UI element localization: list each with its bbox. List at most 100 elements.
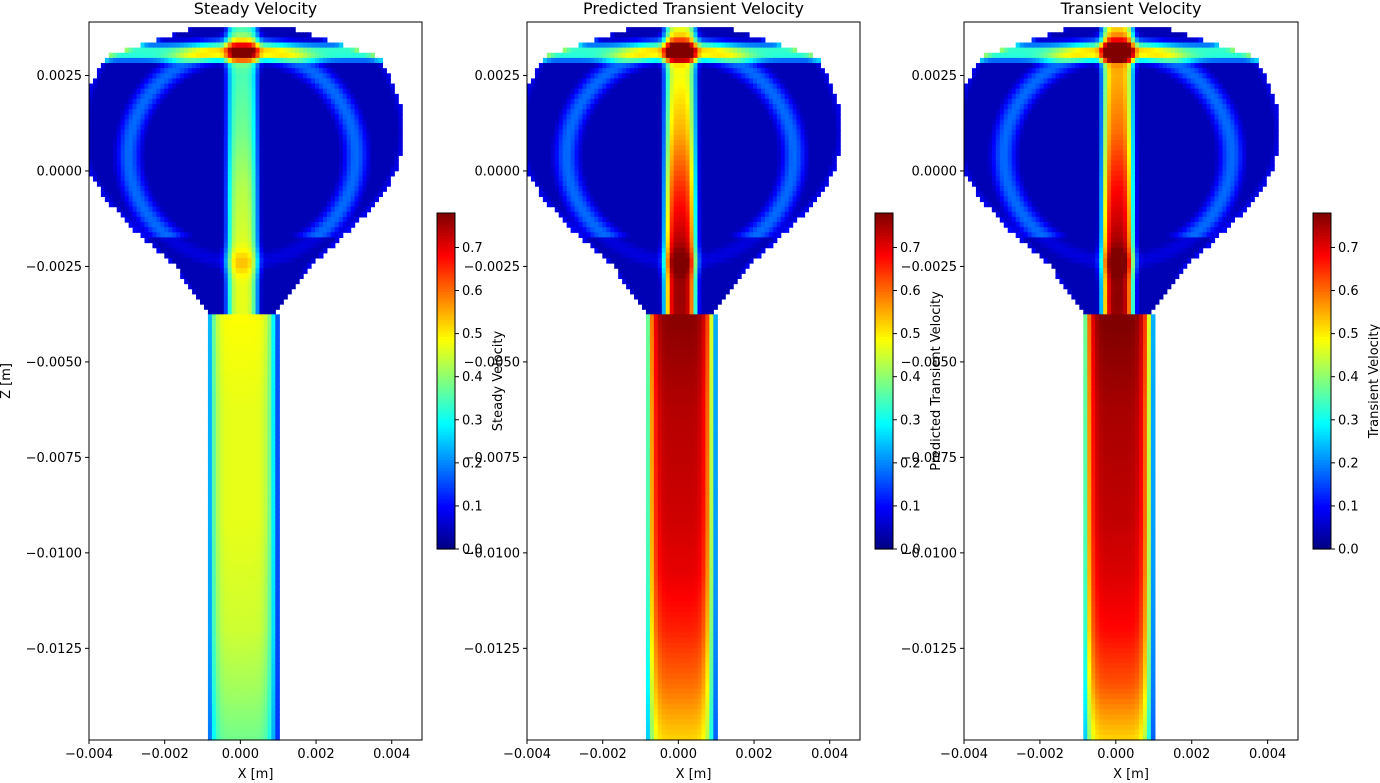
heatmap-cell (299, 170, 304, 177)
heatmap-cell (116, 93, 122, 100)
heatmap-cell (247, 196, 253, 203)
heatmap-cell (275, 704, 280, 710)
heatmap-cell (168, 78, 173, 85)
heatmap-cell (299, 78, 304, 85)
heatmap-cell (697, 27, 703, 33)
heatmap-cell (307, 129, 312, 136)
heatmap-cell (271, 242, 276, 249)
heatmap-cell (188, 37, 193, 44)
heatmap-cell (358, 206, 364, 213)
heatmap-cell (227, 104, 233, 110)
heatmap-cell (334, 232, 340, 238)
heatmap-cell (366, 88, 372, 95)
heatmap-cell (207, 319, 213, 326)
heatmap-cell (156, 129, 161, 136)
heatmap-cell (255, 442, 261, 449)
heatmap-cell (188, 119, 193, 126)
heatmap-cell (140, 124, 146, 131)
heatmap-cell (108, 175, 114, 182)
heatmap-cell (251, 175, 257, 182)
heatmap-cell (239, 714, 245, 721)
heatmap-cell (259, 452, 265, 459)
heatmap-cell (231, 283, 237, 290)
heatmap-cell (152, 237, 157, 244)
heatmap-cell (311, 109, 316, 115)
heatmap-cell (307, 155, 312, 162)
heatmap-cell (283, 242, 288, 249)
heatmap-cell (382, 78, 387, 85)
heatmap-cell (259, 309, 265, 315)
heatmap-cell (314, 134, 320, 141)
heatmap-cell (247, 401, 253, 408)
heatmap-cell (247, 514, 253, 521)
heatmap-cell (267, 673, 272, 680)
heatmap-cell (168, 37, 173, 44)
heatmap-cell (207, 642, 213, 649)
heatmap-cell (140, 63, 146, 69)
heatmap-cell (247, 237, 253, 244)
heatmap-cell (307, 232, 312, 238)
heatmap-cell (370, 68, 376, 74)
heatmap-cell (295, 88, 300, 95)
heatmap-cell (96, 73, 102, 80)
heatmap-cell (227, 463, 233, 469)
heatmap-cell (215, 119, 221, 126)
heatmap-cell (307, 78, 312, 85)
heatmap-cell (362, 139, 368, 146)
heatmap-cell (255, 545, 261, 551)
heatmap-cell (231, 463, 237, 469)
heatmap-cell (342, 88, 348, 95)
heatmap-cell (180, 186, 185, 192)
heatmap-cell (247, 570, 253, 577)
heatmap-cell (239, 555, 245, 562)
heatmap-cell (271, 427, 276, 433)
heatmap-cell (318, 222, 324, 228)
heatmap-cell (318, 160, 324, 167)
heatmap-cell (307, 263, 312, 269)
heatmap-cell (215, 678, 221, 685)
heatmap-cell (207, 329, 213, 336)
heatmap-cell (259, 27, 265, 33)
heatmap-cell (136, 73, 142, 80)
heatmap-cell (108, 160, 114, 167)
heatmap-cell (223, 601, 229, 608)
heatmap-cell (176, 180, 181, 187)
heatmap-cell (124, 175, 130, 182)
heatmap-cell (172, 47, 177, 54)
heatmap-cell (231, 714, 237, 721)
heatmap-cell (279, 134, 284, 141)
heatmap-cell (223, 709, 229, 715)
heatmap-cell (219, 211, 225, 218)
heatmap-cell (311, 119, 316, 126)
heatmap-cell (354, 211, 360, 218)
heatmap-cell (318, 104, 324, 110)
heatmap-cell (200, 180, 205, 187)
heatmap-cell (295, 114, 300, 121)
heatmap-cell (251, 68, 257, 74)
heatmap-cell (283, 201, 288, 208)
heatmap-cell (239, 104, 245, 110)
heatmap-cell (370, 129, 376, 136)
heatmap-cell (390, 134, 395, 141)
heatmap-cell (243, 555, 249, 562)
heatmap-cell (267, 581, 272, 587)
heatmap-cell (219, 519, 225, 526)
heatmap-cell (378, 73, 383, 80)
colorbar-segment (437, 521, 455, 525)
heatmap-cell (338, 109, 344, 115)
heatmap-cell (311, 175, 316, 182)
heatmap-cell (279, 211, 284, 218)
heatmap-cell (160, 139, 165, 146)
heatmap-cell (164, 83, 169, 90)
heatmap-cell (140, 73, 146, 80)
heatmap-cell (370, 160, 376, 167)
heatmap-cell (255, 319, 261, 326)
heatmap-cell (243, 488, 249, 495)
heatmap-cell (239, 155, 245, 162)
heatmap-cell (255, 196, 261, 203)
heatmap-cell (168, 134, 173, 141)
heatmap-cell (231, 550, 237, 556)
heatmap-cell (279, 109, 284, 115)
heatmap-cell (275, 457, 280, 464)
heatmap-cell (231, 350, 237, 356)
